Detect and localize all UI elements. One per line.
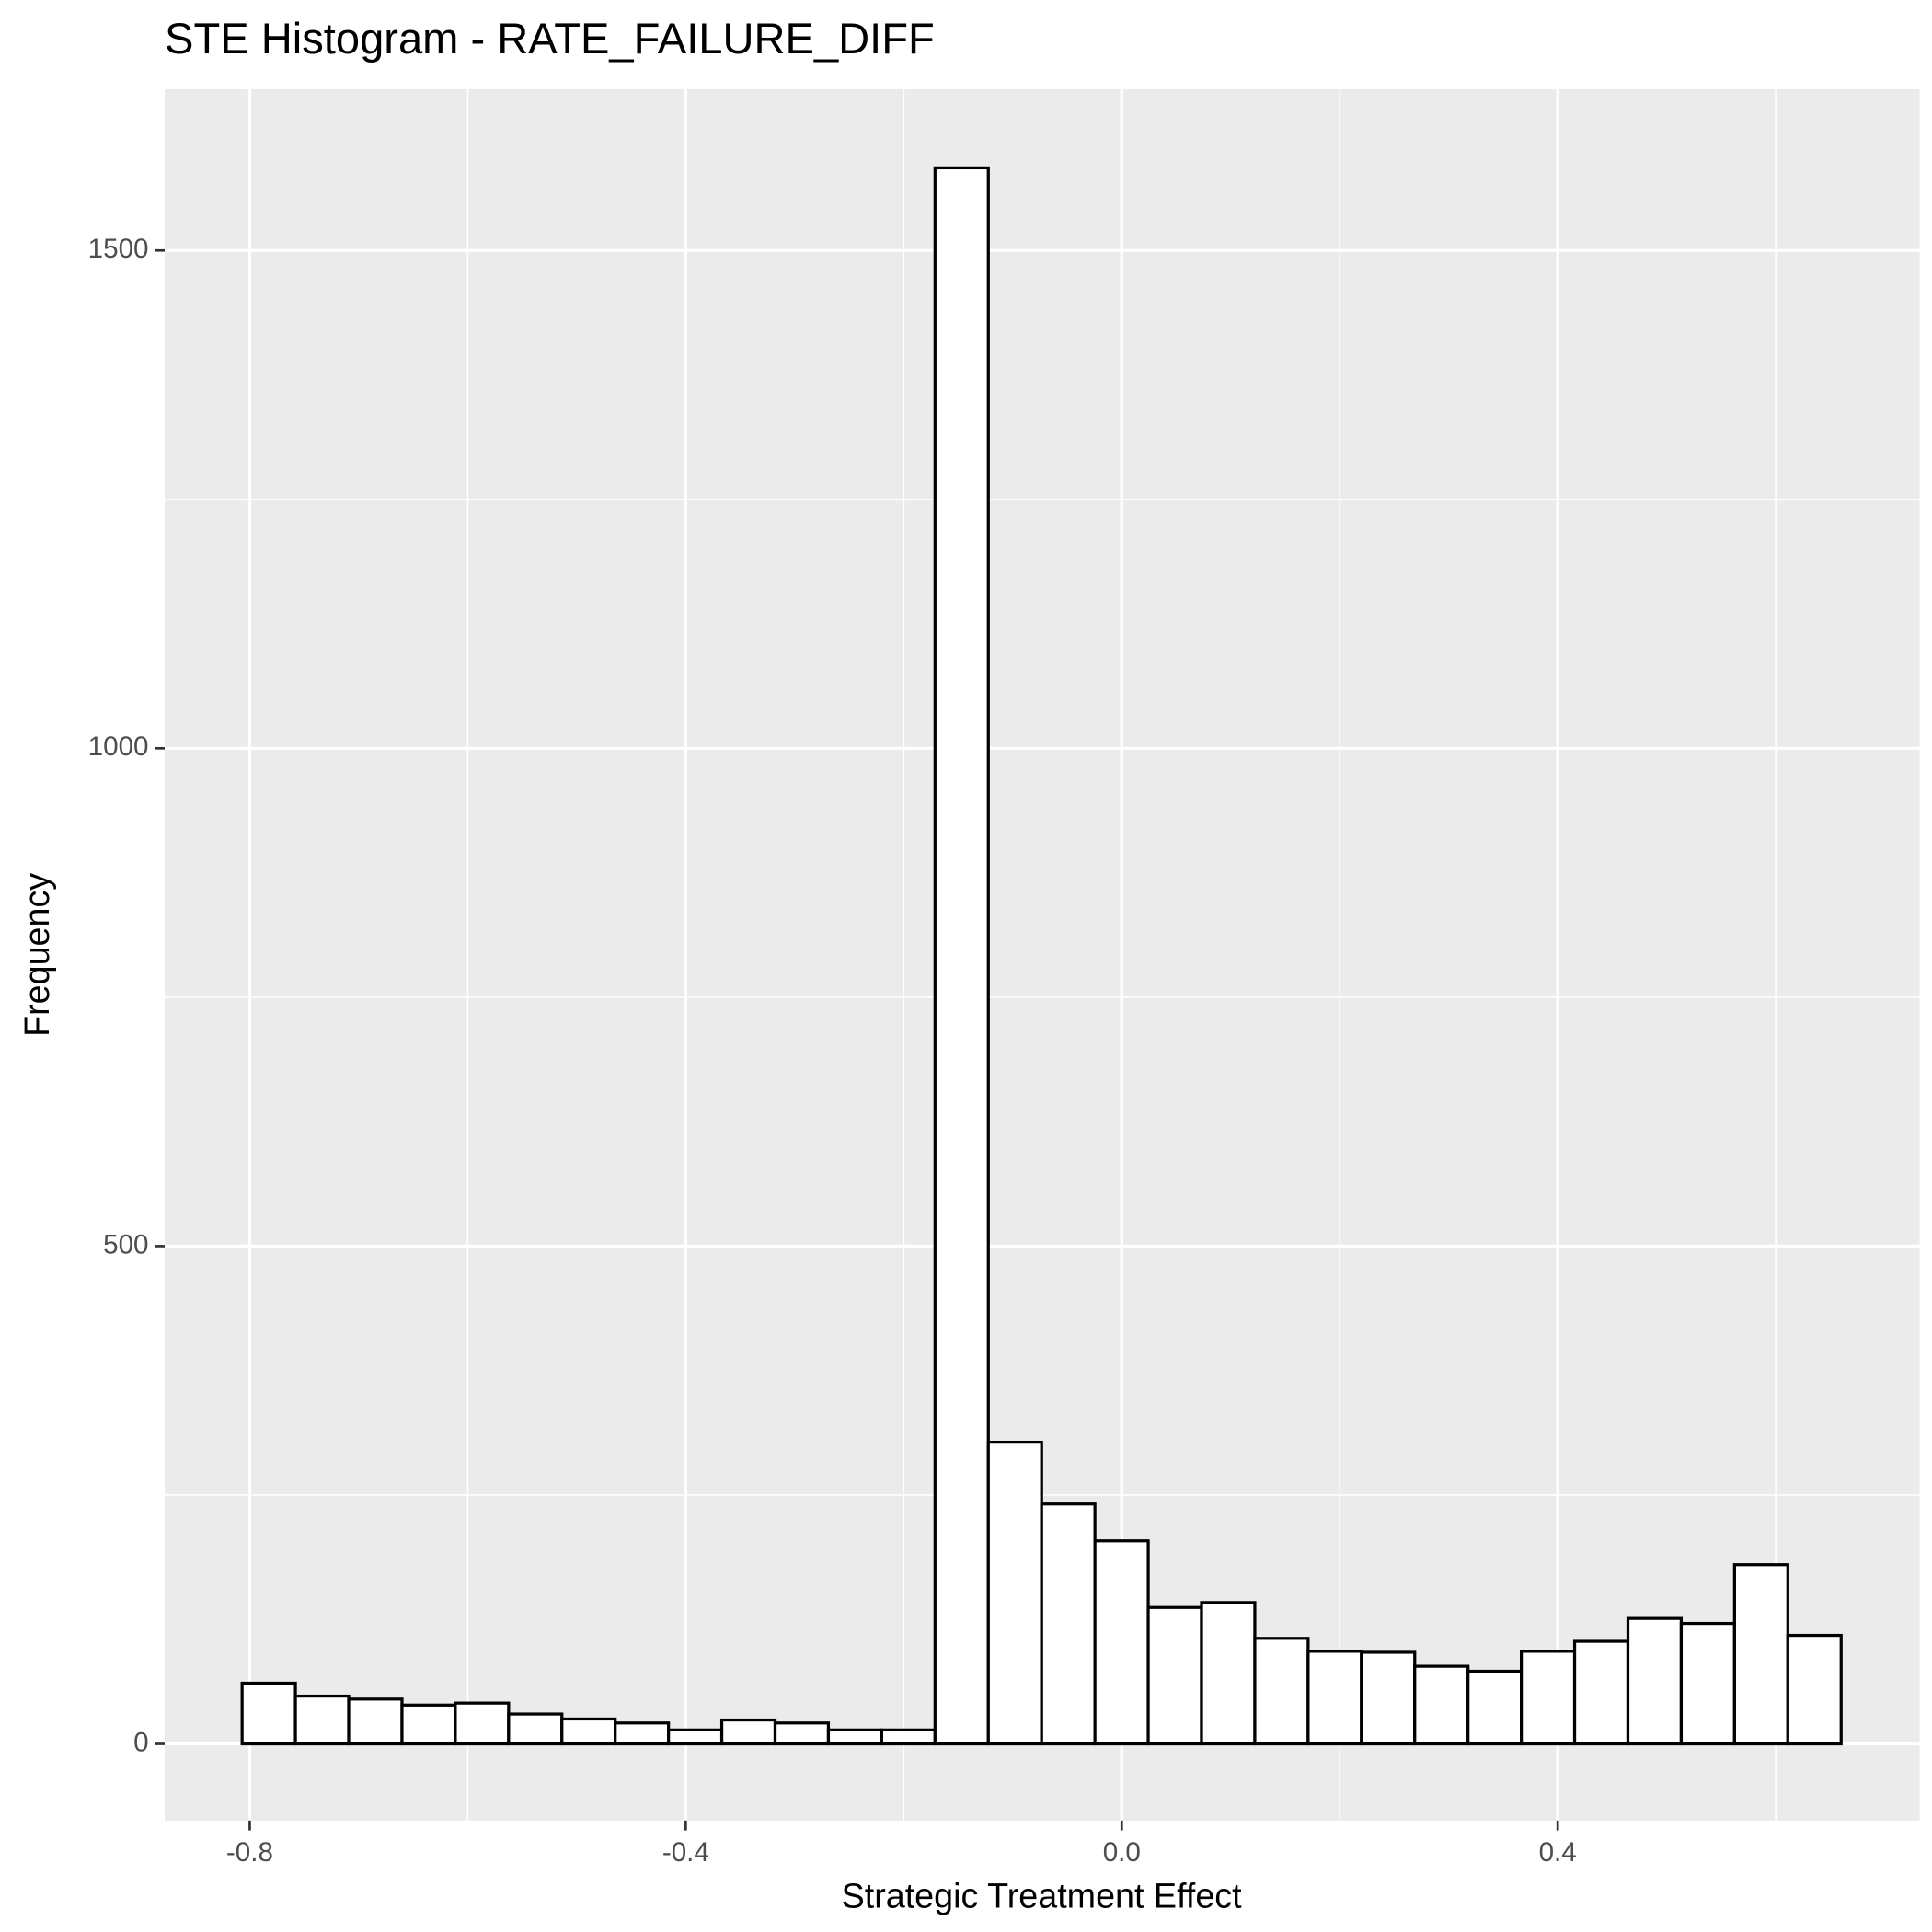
x-tick-label: 0.4 bbox=[1539, 1837, 1577, 1868]
bar bbox=[933, 166, 990, 1746]
x-axis-title: Strategic Treatment Effect bbox=[842, 1877, 1243, 1915]
bar bbox=[1732, 1563, 1789, 1746]
y-tick-label: 0 bbox=[133, 1727, 148, 1757]
bar bbox=[1253, 1637, 1310, 1746]
y-tick-label: 1000 bbox=[88, 731, 149, 762]
bar bbox=[1360, 1650, 1417, 1746]
bar bbox=[614, 1721, 671, 1746]
bar bbox=[880, 1728, 937, 1746]
bar bbox=[986, 1440, 1043, 1746]
bar bbox=[1306, 1650, 1363, 1746]
bar bbox=[1040, 1502, 1097, 1746]
x-tick-label: 0.0 bbox=[1103, 1837, 1141, 1868]
x-tick-label: -0.8 bbox=[226, 1837, 273, 1868]
grid bbox=[165, 88, 1920, 1821]
y-tick-label: 500 bbox=[103, 1229, 148, 1259]
bar bbox=[240, 1681, 297, 1746]
bar bbox=[1679, 1621, 1736, 1746]
bar bbox=[1466, 1669, 1524, 1746]
bar bbox=[1626, 1616, 1684, 1746]
y-axis-title: Frequency bbox=[17, 873, 56, 1037]
bar bbox=[773, 1721, 831, 1746]
bars bbox=[240, 166, 1843, 1746]
bar bbox=[719, 1718, 777, 1746]
y-tick-label: 1500 bbox=[88, 234, 149, 264]
chart-title: STE Histogram - RATE_FAILURE_DIFF bbox=[165, 14, 935, 63]
axes: -0.8 -0.4 0.0 0.4 0 500 1000 1500 bbox=[88, 234, 1577, 1868]
bar bbox=[667, 1728, 724, 1746]
bar bbox=[1146, 1605, 1203, 1746]
bar bbox=[826, 1728, 884, 1746]
bar bbox=[560, 1717, 617, 1746]
bar bbox=[1786, 1633, 1843, 1746]
bar bbox=[1200, 1601, 1257, 1746]
x-tick-label: -0.4 bbox=[662, 1837, 709, 1868]
bar bbox=[1413, 1664, 1470, 1746]
bar bbox=[347, 1697, 404, 1746]
bar bbox=[1572, 1639, 1630, 1746]
bar bbox=[507, 1712, 564, 1746]
bar bbox=[1093, 1539, 1150, 1746]
bar bbox=[454, 1701, 511, 1746]
bar bbox=[293, 1694, 351, 1746]
bar bbox=[1520, 1650, 1577, 1746]
bar bbox=[400, 1703, 457, 1746]
